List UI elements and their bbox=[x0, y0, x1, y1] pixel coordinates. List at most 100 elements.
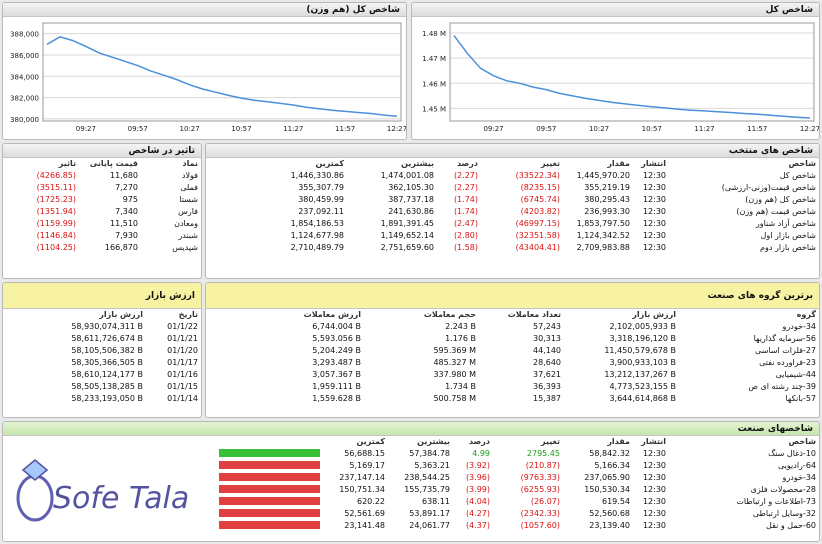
industry-change-bar bbox=[219, 485, 320, 493]
impact-title: تاثیر در شاخص bbox=[3, 144, 201, 158]
impact-cell: (3515.11) bbox=[36, 182, 76, 192]
weighted-chart-series-line bbox=[46, 35, 398, 117]
impact-cell: فولاد bbox=[181, 170, 198, 180]
industry-cell: 52,560.68 bbox=[589, 508, 630, 518]
top-groups-panel: برترین گروه های صنعت گروه ارزش بازار تعد… bbox=[205, 282, 820, 418]
selected-cell: 1,124,342.52 bbox=[576, 230, 630, 240]
selected-cell: 380,295.43 bbox=[584, 194, 630, 204]
impact-row[interactable]: فولاد 11,680 (4266.85) bbox=[3, 169, 201, 181]
top-groups-cell: 37,621 bbox=[533, 369, 561, 379]
industry-cell: 73-اطلاعات و ارتباطات bbox=[736, 496, 816, 506]
industry-cell: 12:30 bbox=[642, 448, 666, 458]
industry-row[interactable]: 34-خودرو 12:30 237,065.90 (9763.33) (3.96) 23… bbox=[3, 471, 819, 483]
industry-cell: 56,688.15 bbox=[344, 448, 385, 458]
top-groups-cell: 500.758 M bbox=[433, 393, 476, 403]
weighted-chart-y-tick-label: 388,000 bbox=[10, 31, 39, 39]
market-value-row[interactable]: 01/1/21 58,611,726,674 B bbox=[3, 332, 201, 344]
top-groups-cell: 5,593.056 B bbox=[312, 333, 361, 343]
selected-cell: (43404.41) bbox=[515, 242, 560, 252]
impact-cell: 7,340 bbox=[115, 206, 138, 216]
weighted-chart-plot-frame bbox=[42, 22, 402, 122]
impact-header-symbol: نماد bbox=[182, 159, 198, 168]
impact-row[interactable]: شبندر 7,930 (1146.84) bbox=[3, 229, 201, 241]
top-groups-cell: 1,559.628 B bbox=[312, 393, 361, 403]
impact-row[interactable]: شستا 975 (1725.23) bbox=[3, 193, 201, 205]
selected-indices-table: شاخص انتشار مقدار تغییر درصد بیشترین کمت… bbox=[206, 158, 819, 253]
top-groups-cell: 57-بانکها bbox=[785, 393, 816, 403]
selected-row[interactable]: شاخص بازار اول 12:30 1,124,342.52 (32351.58… bbox=[206, 229, 819, 241]
impact-row[interactable]: فارس 7,340 (1351.94) bbox=[3, 205, 201, 217]
top-groups-row[interactable]: 27-فلزات اساسی 11,450,579,678 B 44,140 595.… bbox=[206, 344, 819, 356]
industry-cell: 4.99 bbox=[472, 448, 490, 458]
industry-change-bar bbox=[219, 449, 320, 457]
market-value-row[interactable]: 01/1/14 58,233,193,050 B bbox=[3, 392, 201, 404]
top-groups-cell: 27-فلزات اساسی bbox=[755, 345, 816, 355]
market-value-cell: 01/1/16 bbox=[167, 369, 198, 379]
total-chart-x-tick-label: 11:57 bbox=[747, 125, 767, 133]
industry-cell: 64-رادیویی bbox=[778, 460, 816, 470]
market-value-row[interactable]: 01/1/20 58,105,506,382 B bbox=[3, 344, 201, 356]
market-value-row[interactable]: 01/1/17 58,305,366,505 B bbox=[3, 356, 201, 368]
selected-cell: 1,124,677.98 bbox=[290, 230, 344, 240]
total-chart-x-tick-label: 12:27 bbox=[800, 125, 819, 133]
selected-cell: 362,105.30 bbox=[388, 182, 434, 192]
industry-cell: 620.22 bbox=[357, 496, 385, 506]
industry-row[interactable]: 32-وسایل ارتباطی 12:30 52,560.68 (2342.33) (… bbox=[3, 507, 819, 519]
industry-cell: (4.04) bbox=[465, 496, 490, 506]
selected-cell: 12:30 bbox=[642, 194, 666, 204]
top-groups-cell: 3,900,933,103 B bbox=[609, 357, 676, 367]
industry-row[interactable]: 60-حمل و نقل 12:30 23,139.40 (1057.60) (4.37… bbox=[3, 519, 819, 531]
chart-weighted-svg: 388,000 386,000 384,000 382,000 380,000 09:27… bbox=[10, 22, 406, 133]
selected-header-high: بیشترین bbox=[401, 159, 434, 168]
industry-change-bar bbox=[219, 473, 320, 481]
market-value-cell: 58,105,506,382 B bbox=[71, 345, 143, 355]
top-groups-cell: 3,057.367 B bbox=[312, 369, 361, 379]
top-groups-row[interactable]: 39-چند رشته ای ص 4,773,523,155 B 36,393 1.7… bbox=[206, 380, 819, 392]
market-value-row[interactable]: 01/1/15 58,505,138,285 B bbox=[3, 380, 201, 392]
industry-row[interactable]: 64-رادیویی 12:30 5,166.34 (210.87) (3.92) 5,3… bbox=[3, 459, 819, 471]
total-chart-y-tick-label: 1.45 M bbox=[422, 105, 446, 113]
market-value-cell: 01/1/22 bbox=[167, 321, 198, 331]
top-groups-row[interactable]: 57-بانکها 3,644,614,868 B 15,387 500.758 M 1… bbox=[206, 392, 819, 404]
industry-cell: 52,561.69 bbox=[344, 508, 385, 518]
impact-row[interactable]: شپدیس 166,870 (1104.25) bbox=[3, 241, 201, 253]
industry-cell: 155,735.79 bbox=[404, 484, 450, 494]
top-groups-row[interactable]: 23-فراورده نفتی 3,900,933,103 B 28,640 485.… bbox=[206, 356, 819, 368]
impact-row[interactable]: ومعادن 11,510 (1159.99) bbox=[3, 217, 201, 229]
selected-cell: 2,710,489.79 bbox=[290, 242, 344, 252]
market-value-row[interactable]: 01/1/16 58,610,124,177 B bbox=[3, 368, 201, 380]
weighted-chart-x-tick-label: 09:57 bbox=[128, 125, 148, 133]
industry-cell: 150,530.34 bbox=[584, 484, 630, 494]
selected-row[interactable]: شاخص کل 12:30 1,445,970.20 (33522.34) (2.27)… bbox=[206, 169, 819, 181]
industry-header-change: تغییر bbox=[540, 437, 560, 446]
industry-row[interactable]: 10-ذغال سنگ 12:30 58,842.32 2795.45 4.99 57,3… bbox=[3, 447, 819, 459]
impact-cell: 11,510 bbox=[110, 218, 138, 228]
selected-row[interactable]: شاخص آزاد شناور 12:30 1,853,797.50 (46997.1… bbox=[206, 217, 819, 229]
industry-row[interactable]: 73-اطلاعات و ارتباطات 12:30 619.54 (26.07) (… bbox=[3, 495, 819, 507]
industry-header-high: بیشترین bbox=[417, 437, 450, 446]
top-groups-row[interactable]: 34-خودرو 2,102,005,933 B 57,243 2.243 B 6,74… bbox=[206, 320, 819, 332]
selected-row[interactable]: شاخص قیمت (هم وزن) 12:30 236,993.30 (4203.8… bbox=[206, 205, 819, 217]
industry-cell: 10-ذغال سنگ bbox=[768, 448, 816, 458]
market-value-header-value: ارزش بازار bbox=[99, 310, 143, 319]
impact-row[interactable]: فملی 7,270 (3515.11) bbox=[3, 181, 201, 193]
total-chart-y-tick-label: 1.48 M bbox=[422, 30, 446, 38]
selected-cell: شاخص کل bbox=[779, 170, 816, 180]
industry-change-bar bbox=[219, 497, 320, 505]
industry-header-bar bbox=[3, 436, 323, 447]
industry-indices-title: شاخصهای صنعت bbox=[3, 422, 819, 436]
top-groups-row[interactable]: 56-سرمایه گذاریها 3,318,196,120 B 30,313 1.… bbox=[206, 332, 819, 344]
top-groups-cell: 15,387 bbox=[533, 393, 561, 403]
selected-row[interactable]: شاخص قیمت(وزنی-ارزشی) 12:30 355,219.19 (823… bbox=[206, 181, 819, 193]
top-groups-header-market-value: ارزش بازار bbox=[632, 310, 676, 319]
top-groups-row[interactable]: 44-شیمیایی 13,212,137,267 B 37,621 337.980 … bbox=[206, 368, 819, 380]
industry-bar-cell bbox=[3, 519, 323, 531]
industry-row[interactable]: 28-محصولات فلزی 12:30 150,530.34 (6255.93) (… bbox=[3, 483, 819, 495]
impact-panel: تاثیر در شاخص نماد قیمت پایانی تاثیر فول… bbox=[2, 143, 202, 279]
selected-row[interactable]: شاخص کل (هم وزن) 12:30 380,295.43 (6745.74)… bbox=[206, 193, 819, 205]
market-value-row[interactable]: 01/1/22 58,930,074,311 B bbox=[3, 320, 201, 332]
selected-row[interactable]: شاخص بازار دوم 12:30 2,709,983.88 (43404.41… bbox=[206, 241, 819, 253]
selected-cell: 237,092.11 bbox=[298, 206, 344, 216]
industry-cell: 32-وسایل ارتباطی bbox=[752, 508, 816, 518]
industry-cell: 238,544.25 bbox=[404, 472, 450, 482]
